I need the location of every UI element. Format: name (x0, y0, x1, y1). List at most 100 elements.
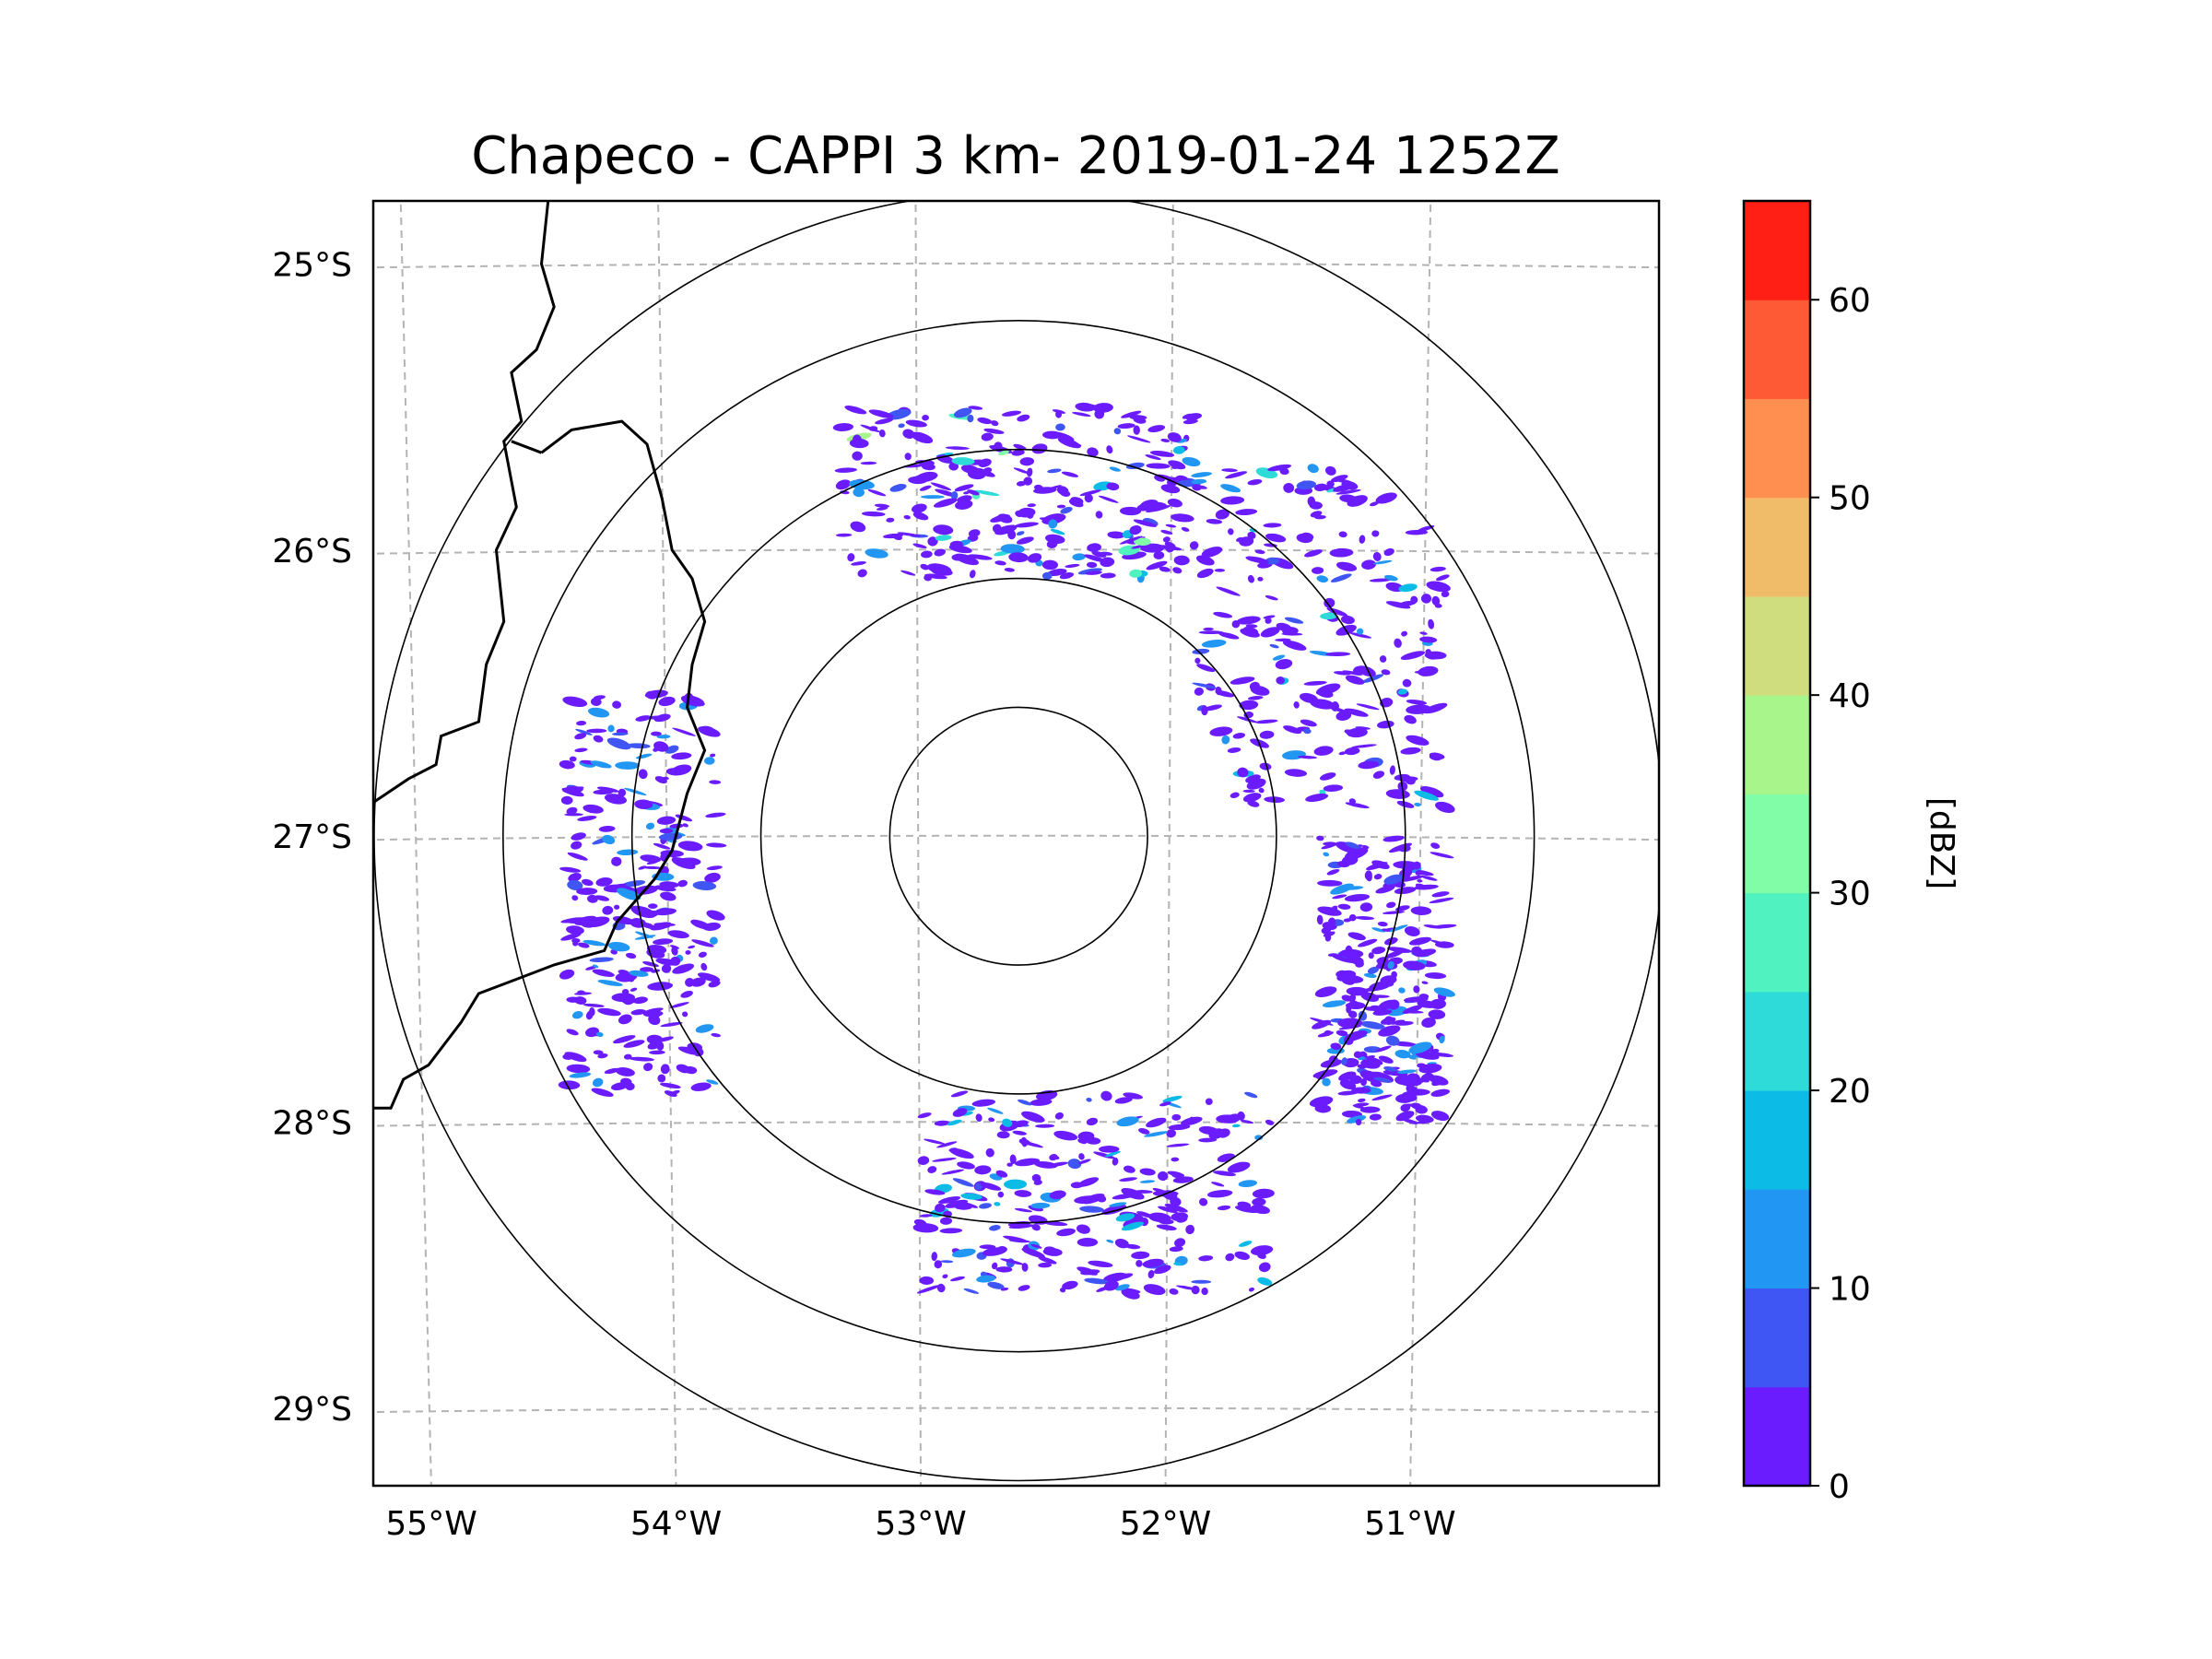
echo-cell (700, 725, 715, 734)
echo-cell (1421, 1018, 1436, 1028)
echo-cell (1381, 669, 1391, 676)
echo-cell (677, 879, 688, 888)
colorbar-label: [dBZ] (1923, 797, 1960, 889)
echo-cell (592, 1077, 604, 1088)
map-frame (371, 199, 1661, 1488)
echo-cell (1182, 418, 1198, 425)
echo-cell (616, 1067, 635, 1077)
echo-cell (1263, 523, 1282, 528)
echo-cell (950, 491, 959, 500)
echo-cell (1347, 727, 1368, 738)
echo-cell (604, 1067, 620, 1075)
echo-cell (1384, 574, 1398, 582)
echo-cell (860, 461, 877, 465)
echo-cell (1027, 503, 1036, 508)
echo-cell (1355, 726, 1371, 730)
echo-cell (670, 956, 681, 966)
echo-cell (1324, 597, 1335, 608)
echo-cell (1121, 1221, 1145, 1231)
echo-cell (1146, 463, 1171, 469)
echo-cell (1014, 1207, 1032, 1213)
colorbar-segment (1744, 1288, 1810, 1388)
echo-cell (1109, 1202, 1127, 1207)
echo-cell (1335, 953, 1345, 958)
echo-cell (1420, 1073, 1434, 1082)
echo-cell (1235, 1205, 1260, 1214)
echo-cell (1429, 754, 1441, 761)
echo-cell (853, 488, 865, 498)
echo-cell (590, 760, 612, 769)
echo-cell (1283, 482, 1295, 493)
echo-cell (1324, 1030, 1332, 1037)
echo-cell (1235, 509, 1258, 516)
echo-cell (987, 1107, 1004, 1114)
echo-cell (1339, 948, 1364, 959)
echo-cell (1011, 449, 1025, 456)
echo-cell (646, 945, 667, 955)
echo-cell (931, 1252, 937, 1262)
echo-cell (1370, 1005, 1382, 1012)
colorbar-frame (1742, 199, 1812, 1488)
echo-cell (1050, 528, 1065, 535)
echo-cell (865, 548, 888, 559)
echo-cell (1085, 404, 1110, 412)
parallel-gridline (373, 262, 1659, 269)
echo-cell (671, 752, 692, 760)
echo-cell (1314, 1104, 1332, 1113)
echo-cell (711, 1032, 722, 1038)
colorbar-segment (1744, 991, 1810, 1091)
parallel-gridline (373, 548, 1659, 555)
echo-cell (1168, 460, 1186, 470)
echo-cell (860, 424, 881, 433)
echo-cell (705, 812, 726, 818)
echo-cell (886, 517, 895, 523)
echo-cell (1160, 484, 1181, 494)
echo-cell (1330, 573, 1352, 582)
parallel-gridline (373, 1406, 1659, 1414)
echo-cell (1243, 712, 1254, 719)
echo-cell (1086, 561, 1098, 569)
echo-cell (1327, 953, 1338, 957)
meridian-gridline (1409, 201, 1432, 1486)
echo-cell (611, 856, 622, 866)
echo-cell (1317, 879, 1343, 887)
echo-cell (1167, 1171, 1185, 1177)
echo-cell (1430, 842, 1441, 849)
echo-cell (1344, 708, 1369, 717)
echo-cell (1394, 1050, 1411, 1059)
echo-cell (1257, 1277, 1273, 1286)
echo-cell (1059, 489, 1071, 497)
echo-cell (1062, 1280, 1078, 1290)
echo-cell (656, 735, 671, 739)
echo-cell (1371, 947, 1386, 955)
echo-cell (1371, 927, 1386, 933)
echo-cell (911, 503, 927, 513)
echo-cell (1167, 432, 1182, 442)
echo-cell (621, 880, 646, 888)
echo-cell (1312, 567, 1324, 574)
echo-cell (1414, 670, 1430, 675)
echo-cell (868, 409, 894, 418)
x-tick-label: 55°W (385, 1505, 477, 1543)
colorbar-segment (1744, 201, 1810, 300)
echo-cell (1198, 1255, 1214, 1262)
echo-cell (1313, 746, 1334, 756)
echo-cell (1433, 987, 1455, 997)
echo-cell (1393, 861, 1419, 869)
echo-cell (1299, 692, 1319, 703)
echo-cell (1324, 465, 1336, 476)
echo-cell (1336, 861, 1350, 868)
echo-cell (1415, 869, 1422, 876)
echo-cell (574, 733, 587, 740)
echo-cell (1218, 631, 1240, 640)
echo-cell (952, 1108, 968, 1117)
echo-cell (1086, 1117, 1099, 1126)
echo-cell (1344, 747, 1360, 756)
echo-cell (1077, 1131, 1095, 1141)
echo-cell (1419, 636, 1438, 643)
echo-cell (1230, 677, 1255, 685)
echo-cell (659, 881, 679, 888)
y-tick-label: 25°S (272, 246, 352, 284)
echo-cell (1213, 1171, 1237, 1177)
echo-cell (1406, 700, 1428, 705)
